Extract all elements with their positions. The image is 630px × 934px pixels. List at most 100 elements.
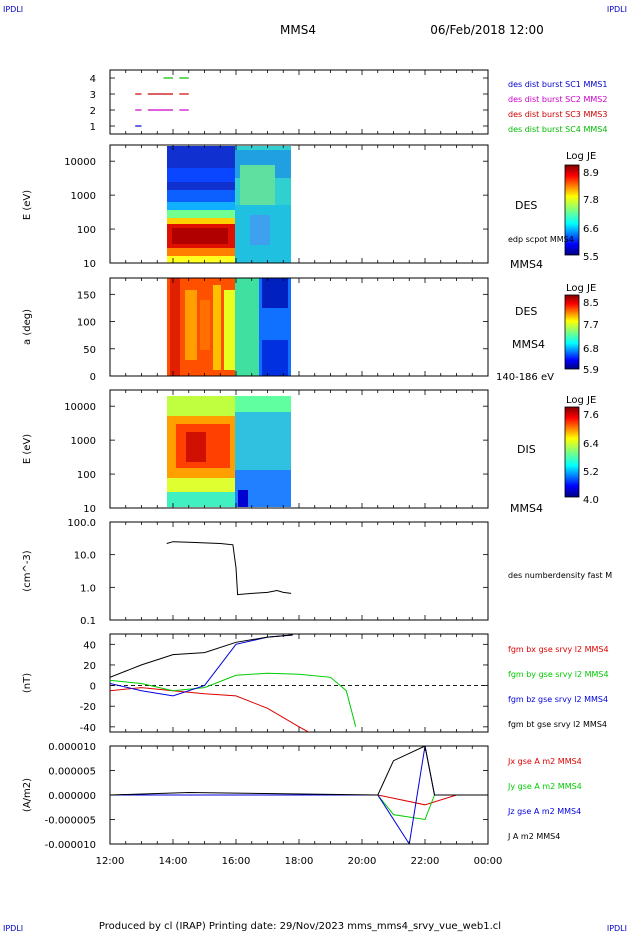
legend-density: des numberdensity fast M xyxy=(508,571,612,580)
footer-credit: Produced by cl (IRAP) Printing date: 29/… xyxy=(99,921,501,932)
ylabel-panel-d: (cm^-3) xyxy=(22,550,33,591)
series-line xyxy=(110,634,293,697)
ylabel-panel-b: a (deg) xyxy=(22,309,33,345)
series-group xyxy=(166,541,292,596)
y-tick-label: 0.000005 xyxy=(48,767,96,778)
x-tick-label: 12:00 xyxy=(96,856,125,867)
y-tick-label: 2 xyxy=(90,106,96,117)
label-dis: DIS xyxy=(517,443,536,456)
ylabel-panel-f: (A/m2) xyxy=(22,778,33,812)
y-tick-label: -40 xyxy=(80,723,96,734)
y-tick-label: 40 xyxy=(83,640,96,651)
x-tick-label: 00:00 xyxy=(474,856,503,867)
y-tick-label: 10000 xyxy=(64,402,96,413)
colorbar-c: Log JE 7.6 6.4 5.2 4.0 xyxy=(564,395,599,506)
colorbar-a: Log JE 8.9 7.8 6.6 5.5 xyxy=(564,151,599,263)
x-tick-label: 14:00 xyxy=(159,856,188,867)
y-tick-label: 10.0 xyxy=(74,551,96,562)
label-mms4-b: MMS4 xyxy=(512,338,545,351)
dis-energy-spectrogram xyxy=(167,396,291,507)
y-tick-label: -0.000010 xyxy=(45,840,96,851)
y-tick-label: 100 xyxy=(77,225,96,236)
label-mms4-c: MMS4 xyxy=(510,502,543,515)
legend-mms1: des dist burst SC1 MMS1 xyxy=(508,80,607,89)
y-tick-label: 4 xyxy=(90,74,96,85)
colorbar-b: Log JE 8.5 7.7 6.8 5.9 xyxy=(564,283,599,376)
legend-bt: fgm bt gse srvy l2 MMS4 xyxy=(508,720,607,729)
y-tick-label: 100 xyxy=(77,318,96,329)
y-tick-label: 0 xyxy=(90,372,96,383)
colorbar-b-tick: 8.5 xyxy=(583,298,599,309)
y-tick-label: 20 xyxy=(83,661,96,672)
y-tick-label: 10 xyxy=(83,259,96,270)
legend-jz: Jz gse A m2 MMS4 xyxy=(507,807,581,816)
y-tick-label: 1000 xyxy=(71,191,96,202)
label-edp: edp scpot MMS4 xyxy=(508,235,574,244)
colorbar-b-tick: 5.9 xyxy=(583,365,599,376)
x-tick-label: 16:00 xyxy=(222,856,251,867)
colorbar-c-tick: 6.4 xyxy=(583,439,599,450)
colorbar-c-title: Log JE xyxy=(566,395,596,406)
colorbar-c-tick: 5.2 xyxy=(583,467,599,478)
legend-jy: Jy gse A m2 MMS4 xyxy=(507,782,582,791)
y-tick-label: 3 xyxy=(90,90,96,101)
panel-frame xyxy=(109,389,489,509)
colorbar-a-tick: 6.6 xyxy=(583,224,599,235)
panel-labels: des dist burst SC1 MMS1 des dist burst S… xyxy=(496,80,612,841)
colorbar-c-tick: 7.6 xyxy=(583,410,599,421)
panel-frame xyxy=(109,633,489,733)
y-tick-label: 50 xyxy=(83,345,96,356)
label-des-a: DES xyxy=(515,199,537,212)
x-tick-label: 22:00 xyxy=(411,856,440,867)
corner-top-left: IPDLI xyxy=(3,5,23,14)
y-tick-label: -20 xyxy=(80,702,96,713)
series-line xyxy=(110,672,357,727)
des-energy-spectrogram xyxy=(167,146,291,263)
data-layer xyxy=(110,77,488,844)
y-tick-label: 10 xyxy=(83,504,96,515)
panel-frame xyxy=(109,69,489,135)
label-des-b: DES xyxy=(515,305,537,318)
y-axis-labels: E (eV) a (deg) E (eV) (cm^-3) (nT) (A/m2… xyxy=(22,190,33,812)
axis-layer: 1 2 3 4 10 100 1000 10000 0 50 100 150 10 100 1000 1000… xyxy=(45,70,503,867)
legend-j: J A m2 MMS4 xyxy=(507,832,560,841)
y-tick-label: 0 xyxy=(90,682,96,693)
colorbar-a-tick: 7.8 xyxy=(583,195,599,206)
legend-bz: fgm bz gse srvy l2 MMS4 xyxy=(508,695,608,704)
series-line xyxy=(110,746,488,796)
colorbar-a-tick: 8.9 xyxy=(583,168,599,179)
legend-mms2: des dist burst SC2 MMS2 xyxy=(508,95,607,104)
y-tick-label: 0.000010 xyxy=(48,742,96,753)
legend-by: fgm by gse srvy l2 MMS4 xyxy=(508,670,609,679)
series-line xyxy=(110,687,309,732)
colorbar-c-tick: 4.0 xyxy=(583,495,599,506)
colorbar-b-tick: 7.7 xyxy=(583,320,599,331)
series-line xyxy=(110,746,488,844)
legend-bx: fgm bx gse srvy l2 MMS4 xyxy=(508,645,609,654)
colorbar-a-title: Log JE xyxy=(566,151,596,162)
y-tick-label: 1000 xyxy=(71,436,96,447)
panel-frame xyxy=(109,277,489,377)
y-tick-label: 150 xyxy=(77,290,96,301)
legend-mms4: des dist burst SC4 MMS4 xyxy=(508,125,607,134)
y-tick-label: 1.0 xyxy=(80,583,96,594)
colorbar-a-tick: 5.5 xyxy=(583,252,599,263)
y-tick-label: -0.000005 xyxy=(45,816,96,827)
colorbar-b-title: Log JE xyxy=(566,283,596,294)
ylabel-panel-c: E (eV) xyxy=(22,434,33,464)
y-tick-label: 10000 xyxy=(64,157,96,168)
panel-frame xyxy=(109,521,489,621)
legend-jx: Jx gse A m2 MMS4 xyxy=(507,757,582,766)
panel-frame xyxy=(109,144,489,264)
corner-bottom-right: IPDLI xyxy=(607,924,627,933)
y-tick-label: 0.1 xyxy=(80,616,96,627)
series-line xyxy=(110,634,293,678)
ylabel-panel-a: E (eV) xyxy=(22,190,33,220)
y-tick-label: 1 xyxy=(90,122,96,133)
x-tick-label: 20:00 xyxy=(348,856,377,867)
label-mms4-a: MMS4 xyxy=(510,258,543,271)
series-group xyxy=(110,746,488,844)
spacecraft-title: MMS4 xyxy=(280,23,316,37)
y-tick-label: 100.0 xyxy=(67,518,96,529)
